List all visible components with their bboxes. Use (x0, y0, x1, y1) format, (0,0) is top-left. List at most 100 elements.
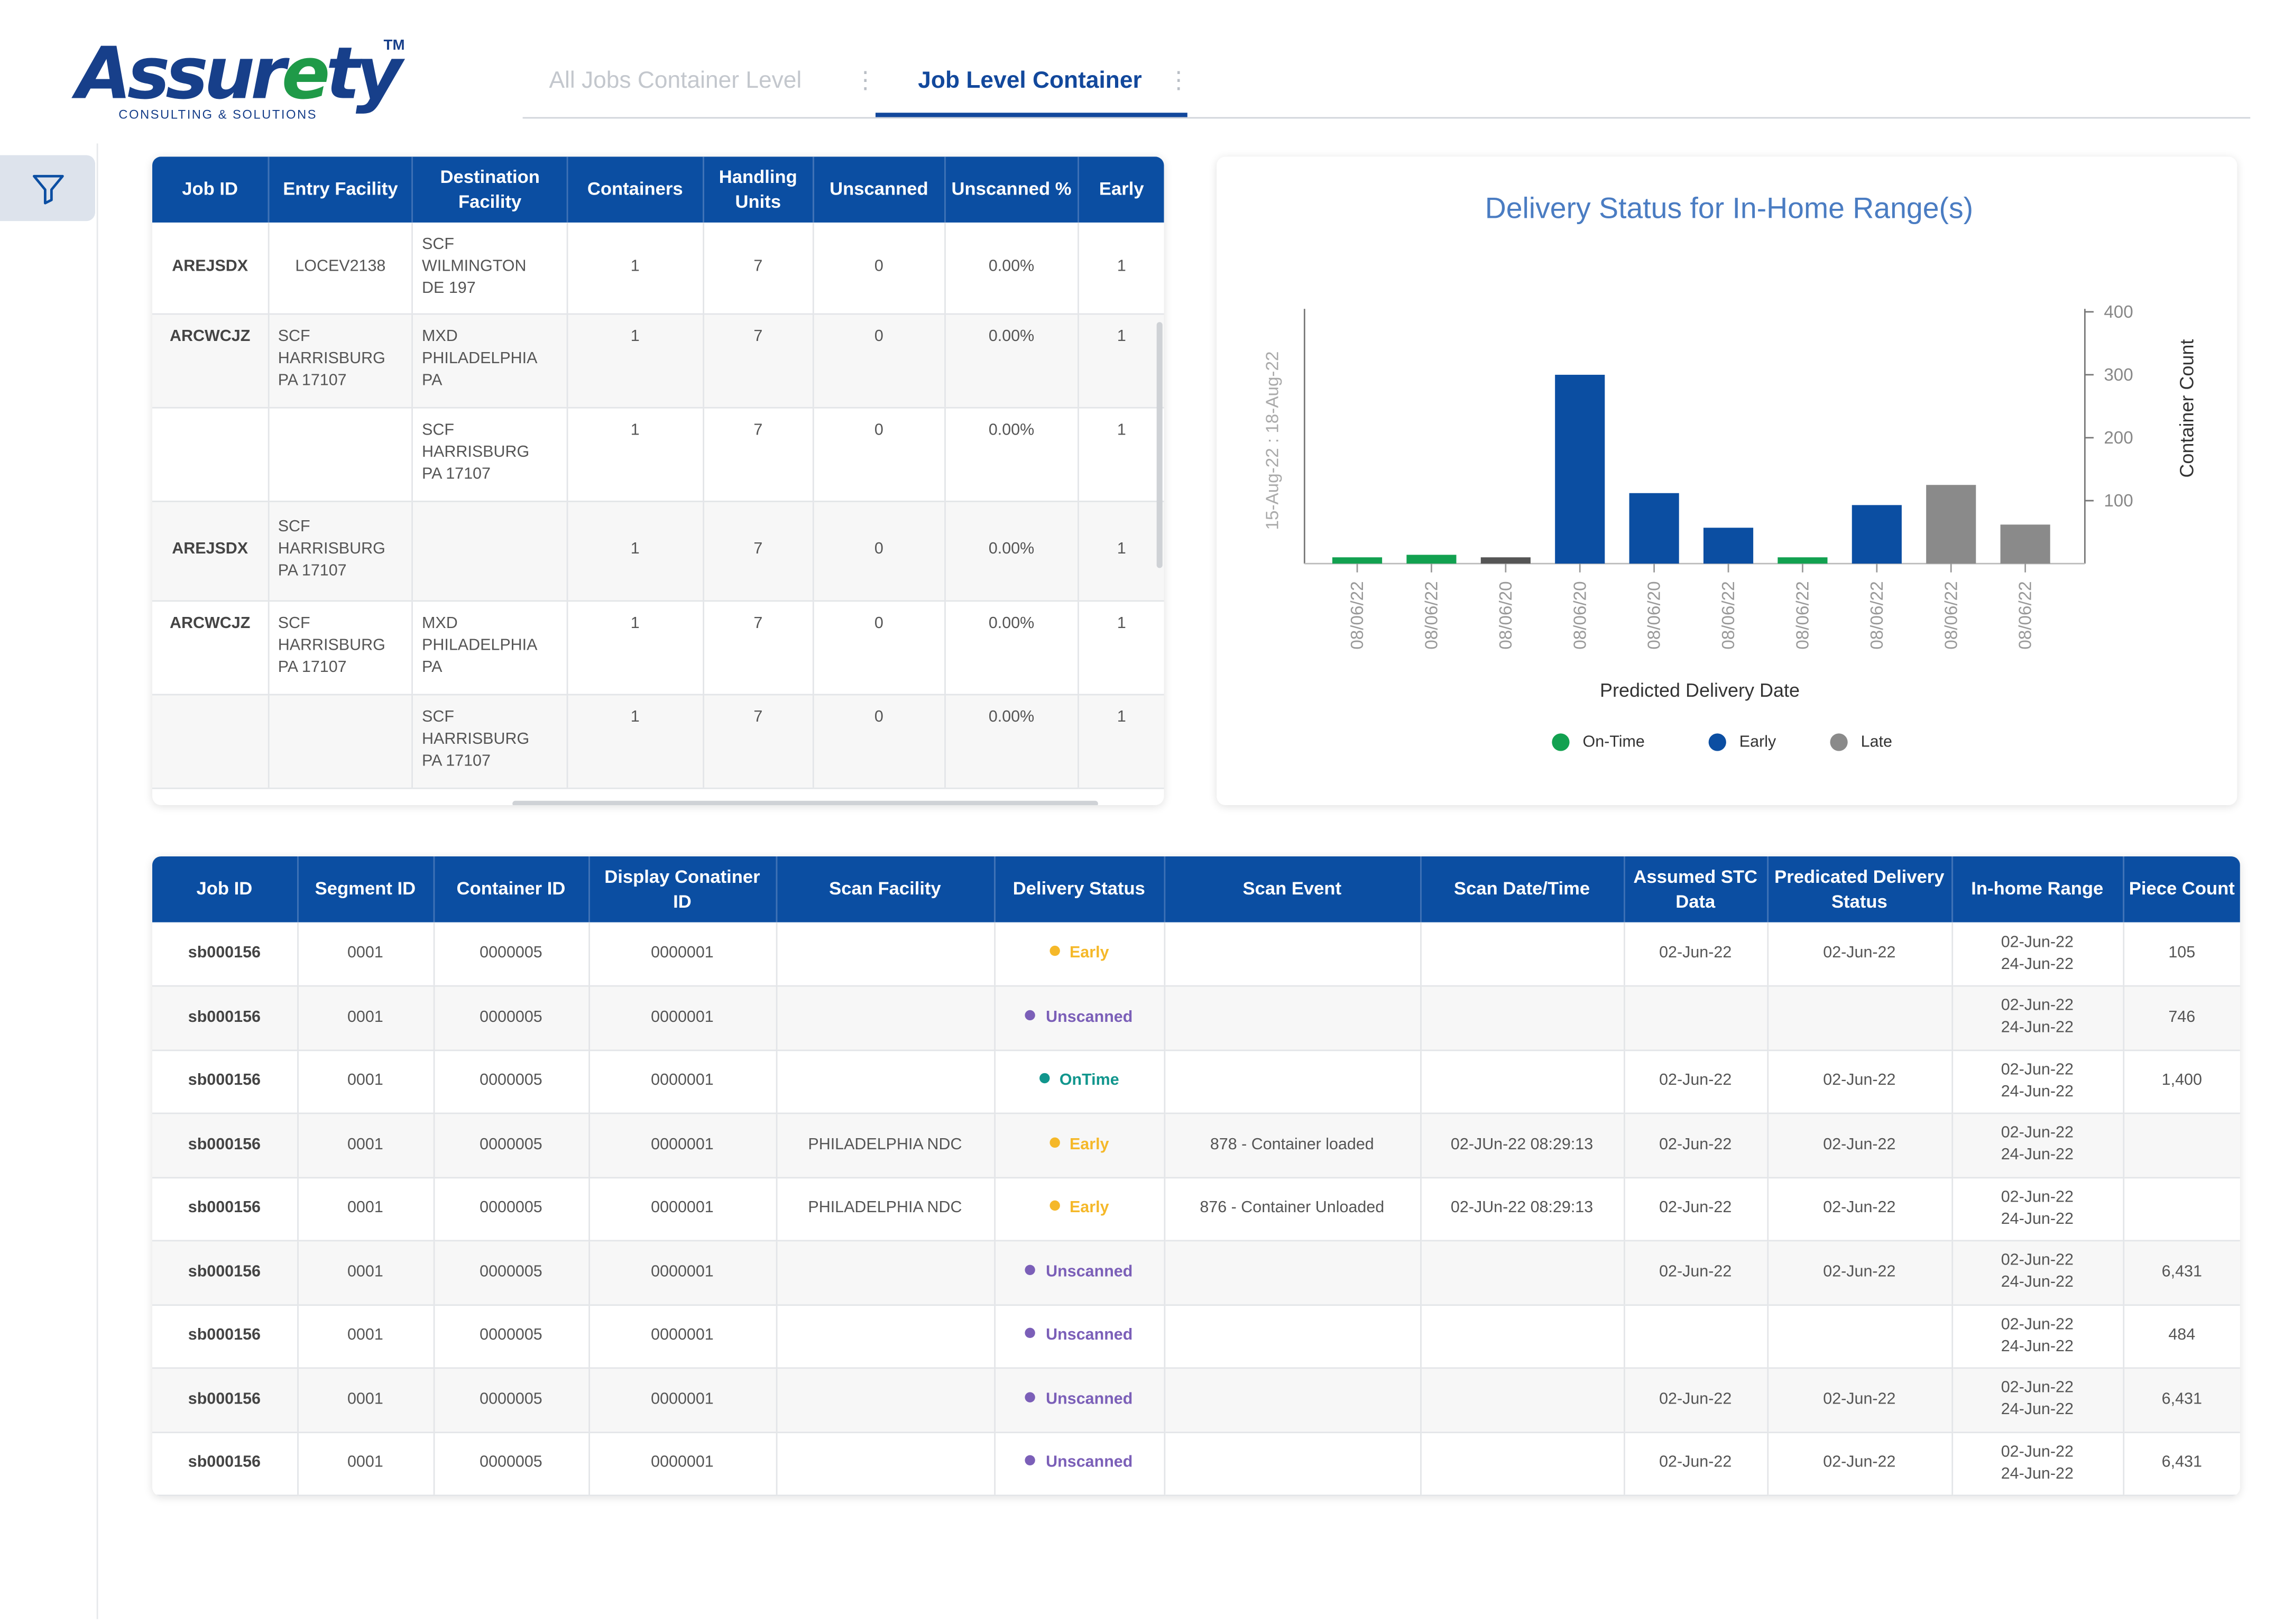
chart-bar[interactable] (1852, 505, 1902, 564)
table-cell: 02-JUn-22 08:29:13 (1419, 1177, 1624, 1242)
col-header[interactable]: Destination Facility (411, 156, 568, 223)
table-row[interactable]: SCF HARRISBURG PA 17107 1 7 0 0.00% 1 (152, 407, 1164, 502)
col-header[interactable]: Display Conatiner ID (587, 856, 776, 922)
table-cell: 0 (813, 501, 945, 601)
chart-bar[interactable] (1926, 485, 1976, 564)
table-row[interactable]: sb000156 0001 0000005 0000001 Unscanned 02-Ju… (152, 986, 2240, 1050)
table-row[interactable]: AREJSDX SCF HARRISBURG PA 17107 1 7 0 0.00% 1 (152, 501, 1164, 601)
tab-job-level-container[interactable]: Job Level Container (918, 69, 1142, 94)
tab-all-jobs-container-level[interactable]: All Jobs Container Level (549, 69, 802, 94)
y-tick-label: 200 (2104, 428, 2133, 448)
col-header[interactable]: Scan Event (1163, 856, 1421, 922)
table-cell: Unscanned (993, 1368, 1164, 1433)
x-tick-label: 08/06/22 (1793, 581, 1813, 649)
table-cell: 02-JUn-22 08:29:13 (1419, 1113, 1624, 1178)
range-end: 24-Jun-22 (2001, 1465, 2074, 1483)
status-dot-icon (1039, 1073, 1049, 1084)
table-cell: SCF HARRISBURG PA 17107 (268, 313, 413, 408)
table-cell: PHILADELPHIA NDC (775, 1113, 994, 1178)
chart-bar[interactable] (1629, 493, 1679, 564)
table-cell: 7 (702, 222, 814, 314)
vertical-scrollbar[interactable] (1156, 322, 1163, 568)
col-header[interactable]: Entry Facility (268, 156, 413, 223)
table-row[interactable]: sb000156 0001 0000005 0000001 Early 02-Jun-22… (152, 922, 2240, 987)
tab-menu-icon[interactable]: ⋮ (853, 69, 877, 94)
table-cell: 0.00% (944, 222, 1079, 314)
x-tick-label: 08/06/20 (1496, 581, 1516, 649)
table-cell: 0000005 (432, 1368, 589, 1433)
chart-bar[interactable] (1480, 557, 1531, 564)
x-tick-label: 08/06/22 (1867, 581, 1887, 649)
col-header[interactable]: Piece Count (2122, 856, 2240, 922)
y-axis-title-right: Container Count (2176, 339, 2197, 478)
chart-bar[interactable] (1555, 374, 1605, 564)
table-cell: Early (993, 922, 1164, 987)
table-cell: 0000001 (587, 922, 776, 987)
legend-item[interactable]: Late (1830, 733, 1892, 751)
delivery-status-badge: Unscanned (1025, 1390, 1132, 1408)
col-header[interactable]: Job ID (152, 156, 269, 223)
y-tick-label: 400 (2104, 302, 2133, 322)
col-header[interactable]: Scan Facility (775, 856, 994, 922)
tab-menu-icon[interactable]: ⋮ (1167, 69, 1191, 94)
col-header[interactable]: Unscanned (813, 156, 945, 223)
table-cell: 02-Jun-22 (1766, 1049, 1952, 1114)
chart-bar[interactable] (1778, 557, 1828, 564)
legend-label: Early (1739, 733, 1776, 751)
table-row[interactable]: AREJSDX LOCEV2138 SCF WILMINGTON DE 197 1 7 0… (152, 222, 1164, 314)
table-cell: 0000001 (587, 1049, 776, 1114)
table-row[interactable]: sb000156 0001 0000005 0000001 OnTime 02-Jun-2… (152, 1049, 2240, 1114)
table-cell: Unscanned (993, 986, 1164, 1050)
table-cell (1163, 922, 1421, 987)
status-label: OnTime (1059, 1072, 1119, 1090)
status-label: Early (1069, 1199, 1109, 1217)
col-header[interactable]: In-home Range (1950, 856, 2123, 922)
table-cell (152, 407, 269, 502)
col-header[interactable]: Scan Date/Time (1419, 856, 1624, 922)
col-header[interactable]: Container ID (432, 856, 589, 922)
logo-wordmark: Assurety (76, 32, 402, 116)
chart-bar[interactable] (1406, 555, 1457, 564)
table-cell: 1 (1077, 501, 1164, 601)
table-cell: SCF HARRISBURG PA 17107 (411, 694, 568, 789)
status-label: Early (1069, 944, 1109, 962)
col-header[interactable]: Containers (566, 156, 703, 223)
table-cell: Early (993, 1113, 1164, 1178)
filter-button[interactable] (0, 155, 95, 222)
chart-bar[interactable] (2000, 524, 2050, 564)
range-start: 02-Jun-22 (2001, 1060, 2074, 1079)
chart-bar[interactable] (1703, 528, 1754, 564)
col-header[interactable]: Handling Units (702, 156, 814, 223)
table-cell: 0.00% (944, 600, 1079, 695)
table-row[interactable]: sb000156 0001 0000005 0000001 PHILADELPHIA N… (152, 1113, 2240, 1178)
col-header[interactable]: Unscanned % (944, 156, 1079, 223)
col-header[interactable]: Job ID (152, 856, 298, 922)
table-cell: 02-Jun-22 24-Jun-22 (1950, 1049, 2123, 1114)
legend-item[interactable]: On-Time (1552, 733, 1645, 751)
table-cell: 1 (566, 222, 703, 314)
table-row[interactable]: sb000156 0001 0000005 0000001 Unscanned 02-Ju… (152, 1240, 2240, 1305)
table-row[interactable]: ARCWCJZ SCF HARRISBURG PA 17107 MXD PHILAD… (152, 600, 1164, 695)
table-cell (775, 1432, 994, 1497)
table-row[interactable]: SCF HARRISBURG PA 17107 1 7 0 0.00% 1 (152, 694, 1164, 789)
col-header[interactable]: Early (1077, 156, 1164, 223)
col-header[interactable]: Assumed STC Data (1623, 856, 1767, 922)
container-detail-table: Job ID Segment ID Container ID Display Cona… (152, 856, 2240, 1497)
table-cell: 02-Jun-22 24-Jun-22 (1950, 922, 2123, 987)
col-header[interactable]: Predicated Delivery Status (1766, 856, 1952, 922)
table-cell: Unscanned (993, 1240, 1164, 1305)
table-row[interactable]: sb000156 0001 0000005 0000001 PHILADELPHIA N… (152, 1177, 2240, 1242)
status-dot-icon (1025, 1264, 1036, 1275)
horizontal-scrollbar[interactable] (512, 800, 1098, 806)
table-row[interactable]: sb000156 0001 0000005 0000001 Unscanned 02-Ju… (152, 1304, 2240, 1369)
chart-bar[interactable] (1332, 557, 1383, 564)
col-header[interactable]: Segment ID (296, 856, 434, 922)
col-header[interactable]: Delivery Status (993, 856, 1164, 922)
table-row[interactable]: sb000156 0001 0000005 0000001 Unscanned 02-Ju… (152, 1432, 2240, 1497)
legend-item[interactable]: Early (1708, 733, 1776, 751)
table-cell: 0 (813, 407, 945, 502)
table-row[interactable]: ARCWCJZ SCF HARRISBURG PA 17107 MXD PHILAD… (152, 313, 1164, 408)
table-cell (1163, 1240, 1421, 1305)
table-row[interactable]: sb000156 0001 0000005 0000001 Unscanned 02-Ju… (152, 1368, 2240, 1433)
status-dot-icon (1049, 1201, 1060, 1211)
